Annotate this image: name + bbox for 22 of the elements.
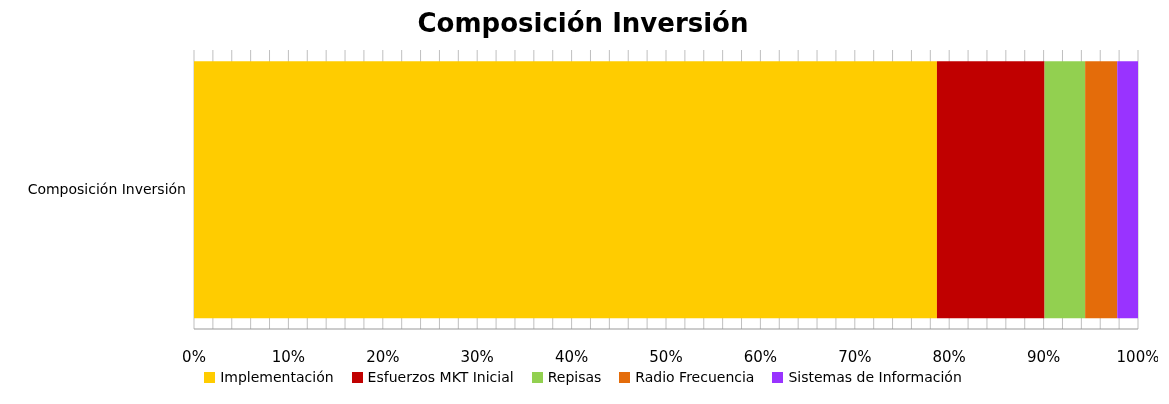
legend-label: Radio Frecuencia — [635, 369, 755, 385]
legend-label: Sistemas de Información — [788, 369, 962, 385]
bar — [1044, 61, 1086, 319]
x-tick-label: 0% — [182, 347, 206, 366]
chart-title: Composición Inversión — [416, 8, 750, 38]
bar — [1085, 61, 1118, 319]
x-tick-label: 80% — [932, 347, 966, 366]
x-tick-label: 20% — [366, 347, 400, 366]
x-tick-label: 40% — [554, 347, 589, 366]
legend-label: Repisas — [547, 369, 602, 385]
x-tick-label: 90% — [1026, 347, 1061, 366]
x-tick-label: 70% — [838, 347, 872, 366]
x-tick-label: 100% — [1116, 347, 1160, 366]
x-tick-label: 60% — [743, 347, 778, 366]
bar — [1117, 61, 1138, 319]
x-tick-label: 30% — [460, 347, 494, 366]
legend-label: Implementación — [220, 369, 334, 385]
bar — [194, 61, 937, 319]
x-tick-label: 10% — [271, 347, 306, 366]
x-tick-label: 50% — [649, 347, 683, 366]
bar — [936, 61, 1045, 319]
legend-label: Esfuerzos MKT Inicial — [367, 369, 514, 385]
